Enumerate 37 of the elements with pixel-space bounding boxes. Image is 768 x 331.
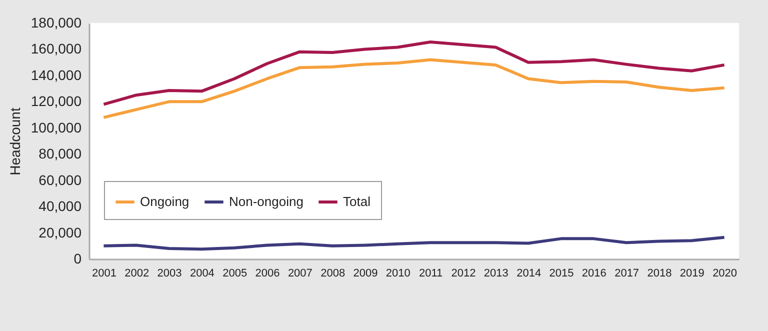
x-tick-label: 2019	[680, 268, 704, 280]
y-tick-label: 180,000	[30, 14, 82, 30]
y-tick-label: 20,000	[38, 224, 82, 240]
x-tick-label: 2001	[92, 268, 116, 280]
y-tick-label: 140,000	[30, 66, 82, 83]
x-tick-label: 2002	[124, 268, 150, 280]
y-tick-label: 120,000	[30, 93, 82, 110]
x-tick-label: 2011	[419, 268, 443, 280]
x-tick-label: 2007	[288, 268, 312, 280]
legend-label: Total	[343, 194, 371, 209]
x-tick-label: 2020	[712, 268, 738, 280]
x-tick-label: 2008	[320, 268, 346, 280]
line-series	[102, 236, 726, 251]
x-tick-label: 2003	[157, 268, 182, 280]
legend-label: Ongoing	[140, 194, 190, 209]
x-tick-label: 2018	[647, 268, 672, 280]
y-tick-label: 80,000	[38, 146, 82, 162]
x-tick-label: 2015	[549, 268, 574, 280]
x-tick-label: 2014	[516, 268, 542, 280]
y-tick-label: 0	[74, 250, 82, 266]
legend-label: Non-ongoing	[229, 194, 304, 209]
line-series	[102, 40, 726, 106]
x-tick-label: 2013	[484, 268, 508, 280]
x-tick-label: 2006	[255, 268, 280, 280]
y-tick-label: 40,000	[38, 198, 82, 214]
x-tick-label: 2004	[190, 268, 214, 280]
x-tick-label: 2010	[386, 268, 410, 280]
x-tick-label: 2012	[451, 268, 476, 280]
y-tick-label: 60,000	[38, 172, 82, 188]
y-axis-title: Headcount	[6, 108, 23, 176]
x-tick-label: 2016	[582, 268, 606, 280]
y-tick-label: 100,000	[30, 119, 82, 136]
y-tick-label: 160,000	[30, 40, 82, 57]
x-tick-label: 2017	[614, 268, 640, 280]
x-tick-label: 2009	[353, 268, 378, 280]
x-tick-label: 2005	[222, 268, 248, 280]
line-series	[102, 58, 726, 119]
